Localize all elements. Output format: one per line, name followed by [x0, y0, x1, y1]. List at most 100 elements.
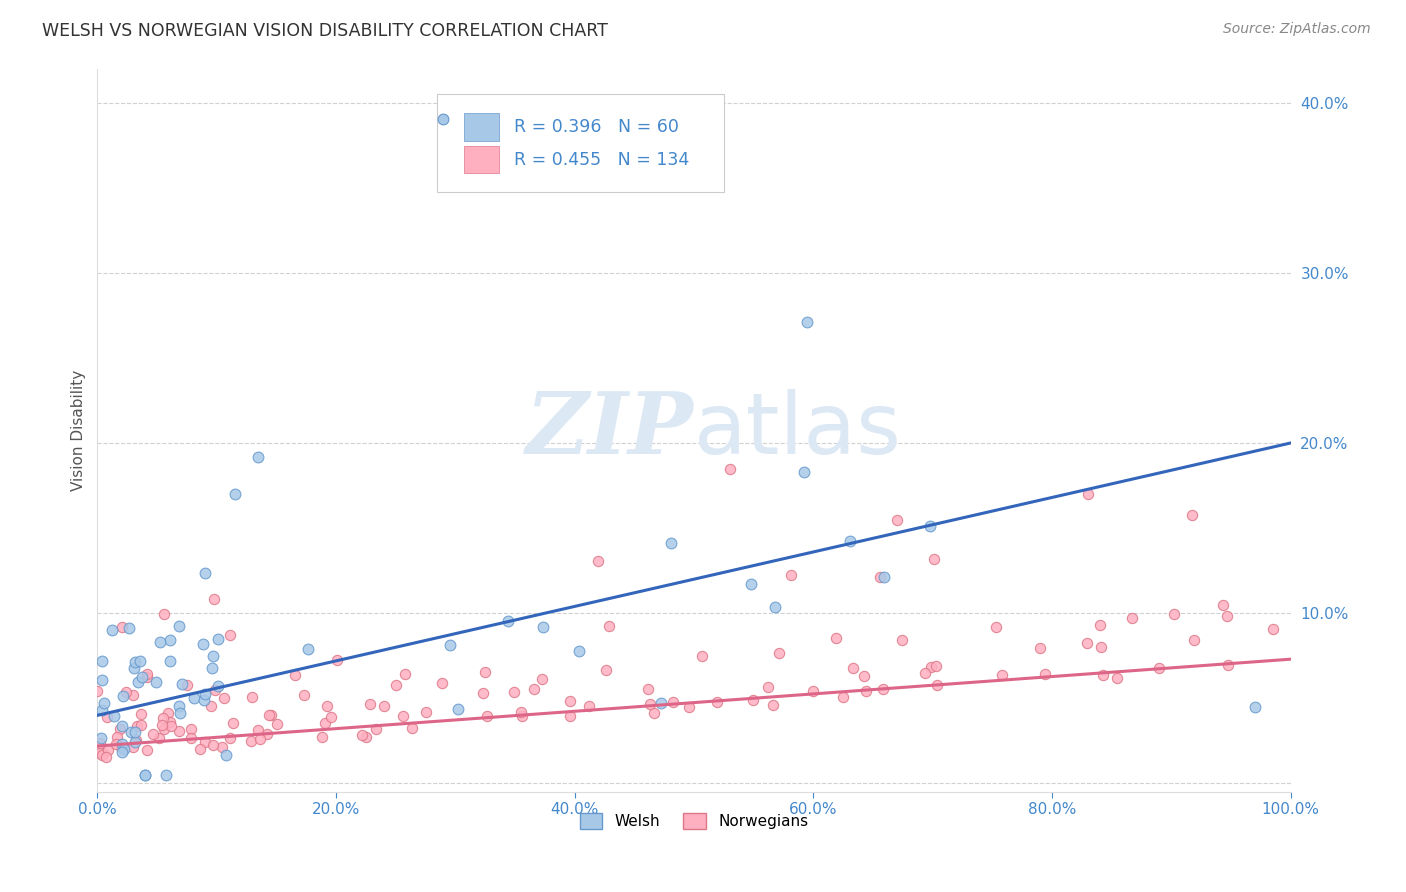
Point — [115, 685, 138, 699]
Point — [207, 679, 229, 693]
Point — [110, 740, 132, 755]
Point — [394, 666, 416, 681]
Legend: Welsh, Norwegians: Welsh, Norwegians — [574, 806, 814, 835]
Point — [1092, 667, 1115, 681]
Point — [718, 461, 741, 475]
Point — [90, 731, 112, 746]
Point — [319, 710, 342, 724]
Point — [662, 695, 685, 709]
Point — [169, 706, 191, 720]
Point — [678, 700, 700, 714]
Point — [447, 702, 470, 716]
Point — [91, 654, 114, 668]
Point — [1076, 636, 1098, 650]
Point — [502, 685, 524, 699]
Point — [558, 709, 581, 723]
Point — [661, 536, 683, 550]
Point — [212, 690, 235, 705]
Point — [207, 632, 229, 647]
Point — [560, 694, 582, 708]
Point — [167, 699, 190, 714]
Point — [260, 707, 283, 722]
Point — [249, 731, 271, 746]
Point — [439, 638, 461, 652]
FancyBboxPatch shape — [464, 146, 499, 173]
Point — [477, 708, 499, 723]
Point — [159, 633, 181, 648]
Point — [176, 678, 198, 692]
Point — [922, 552, 945, 566]
Point — [120, 724, 142, 739]
Text: ZIP: ZIP — [526, 389, 695, 472]
Point — [401, 721, 423, 735]
Point — [111, 745, 134, 759]
Point — [740, 577, 762, 591]
Point — [188, 741, 211, 756]
Point — [373, 698, 395, 713]
Point — [530, 672, 553, 686]
Point — [103, 709, 125, 723]
Point — [131, 670, 153, 684]
Text: Source: ZipAtlas.com: Source: ZipAtlas.com — [1223, 22, 1371, 37]
Point — [855, 684, 877, 698]
Point — [152, 711, 174, 725]
FancyBboxPatch shape — [464, 113, 499, 141]
Point — [193, 693, 215, 707]
Point — [159, 654, 181, 668]
Point — [118, 621, 141, 635]
Point — [160, 719, 183, 733]
Point — [91, 673, 114, 687]
Point — [824, 631, 846, 645]
Point — [89, 746, 111, 760]
Point — [150, 718, 173, 732]
Point — [765, 599, 787, 614]
Point — [105, 730, 128, 744]
Point — [918, 519, 941, 533]
Point — [391, 709, 413, 723]
Point — [385, 678, 408, 692]
Point — [762, 698, 785, 712]
Point — [256, 727, 278, 741]
Point — [180, 731, 202, 745]
Point — [842, 661, 865, 675]
Point — [125, 719, 148, 733]
Point — [183, 691, 205, 706]
Point — [430, 676, 453, 690]
Point — [124, 655, 146, 669]
Point — [990, 668, 1012, 682]
Point — [219, 628, 242, 642]
Point — [142, 726, 165, 740]
Point — [240, 690, 263, 705]
Point — [122, 739, 145, 754]
Point — [869, 570, 891, 584]
Point — [1121, 610, 1143, 624]
Point — [510, 705, 533, 719]
Point — [1029, 641, 1052, 656]
Point — [1105, 671, 1128, 685]
Point — [129, 654, 152, 668]
FancyBboxPatch shape — [437, 94, 724, 192]
Point — [852, 669, 875, 683]
Point — [793, 465, 815, 479]
Point — [1088, 618, 1111, 632]
Point — [801, 684, 824, 698]
Point — [111, 737, 134, 751]
Point — [153, 723, 176, 737]
Point — [91, 746, 114, 760]
Point — [136, 670, 159, 684]
Point — [314, 715, 336, 730]
Point — [706, 695, 728, 709]
Point — [202, 649, 225, 664]
Point — [136, 667, 159, 681]
Point — [110, 722, 132, 736]
Point — [172, 677, 194, 691]
Point — [873, 570, 896, 584]
Point — [93, 696, 115, 710]
Point — [180, 722, 202, 736]
Point — [94, 749, 117, 764]
Point — [134, 768, 156, 782]
Point — [112, 741, 135, 756]
Point — [311, 731, 333, 745]
Point — [523, 681, 546, 696]
Point — [359, 697, 381, 711]
